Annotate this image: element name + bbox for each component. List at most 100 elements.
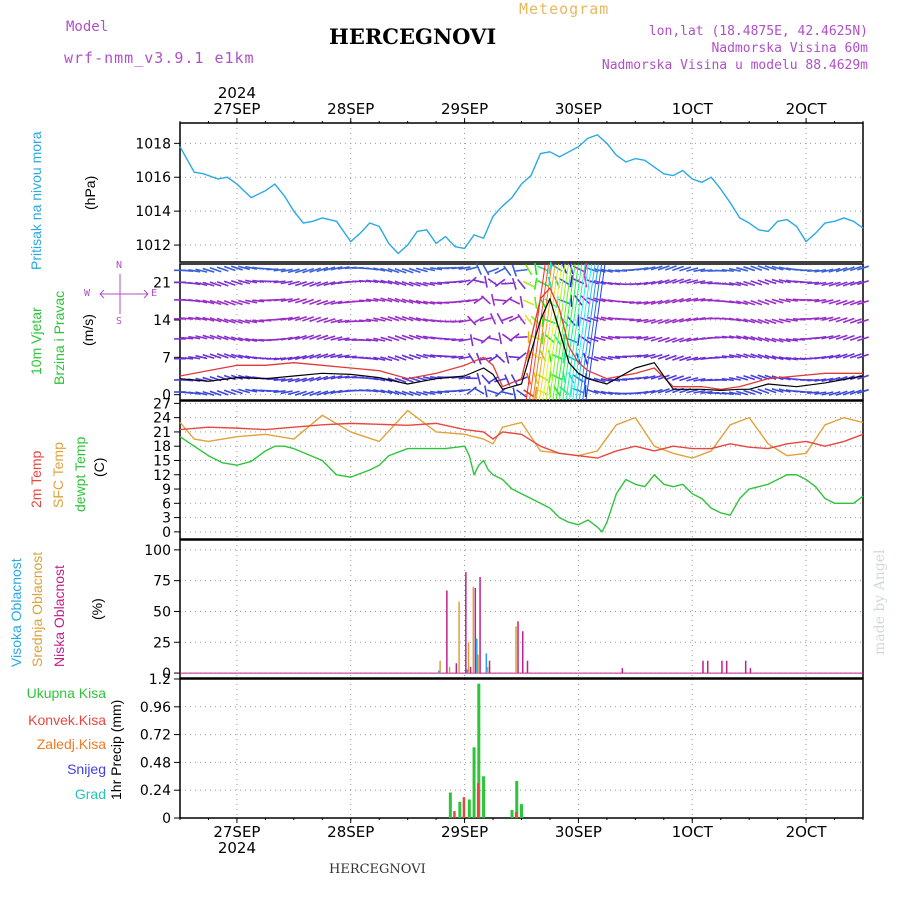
wind-arrow xyxy=(593,316,606,322)
wind-arrow xyxy=(401,334,414,341)
wind-arrow xyxy=(490,293,496,306)
wind-arrow xyxy=(245,337,258,342)
precip-legend-total: Ukupna Kisa xyxy=(26,685,106,701)
wind-arrow xyxy=(202,390,215,396)
wind-arrow xyxy=(517,278,526,290)
wind-arrow xyxy=(679,266,692,272)
wind-arrow xyxy=(657,279,670,285)
wind-arrow xyxy=(252,299,265,303)
wind-arrow xyxy=(302,354,314,360)
wind-arrow xyxy=(664,374,677,381)
wind-arrow xyxy=(415,317,428,323)
storm-hatch xyxy=(529,263,550,401)
wind-arrow xyxy=(394,268,407,274)
wind-arrow xyxy=(522,299,535,306)
wind-arrow xyxy=(216,390,229,396)
wind-arrow xyxy=(757,265,770,271)
y-tick-label: 3 xyxy=(162,511,171,527)
wind-arrow xyxy=(523,389,535,398)
wind-arrow xyxy=(230,280,243,286)
wind-arrow xyxy=(636,318,649,323)
wind-arrow xyxy=(643,318,656,324)
wind-arrow xyxy=(686,297,699,303)
dewpoint-line xyxy=(179,436,864,533)
wind-gust-line xyxy=(179,287,863,390)
wind-arrow xyxy=(484,385,488,398)
wind-arrow xyxy=(480,335,492,344)
wind-arrow xyxy=(686,337,699,342)
wind-arrow xyxy=(380,316,393,322)
y-tick-label: 0.24 xyxy=(140,783,171,799)
wind-arrow xyxy=(489,313,497,325)
wind-arrow xyxy=(771,278,784,284)
wind-arrow xyxy=(814,335,827,340)
cloud-low-bar xyxy=(526,660,529,674)
precip-total-bar xyxy=(482,776,486,818)
wind-arrow xyxy=(714,378,727,382)
y-tick-label: 0 xyxy=(162,525,171,541)
wind-arrow xyxy=(586,388,599,395)
wind-arrow xyxy=(373,337,386,342)
precip-legend-freezing: Zaledj.Kisa xyxy=(36,736,106,752)
y-tick-label: 9 xyxy=(162,482,171,498)
storm-hatch xyxy=(548,263,569,401)
wind-arrow xyxy=(721,391,734,396)
wind-arrow xyxy=(686,376,699,382)
wind-arrow xyxy=(547,276,553,289)
wind-arrow xyxy=(302,281,314,287)
wind-arrow xyxy=(700,390,713,394)
wind-arrow xyxy=(524,314,533,326)
y-tick-label: 0 xyxy=(162,811,171,827)
wind-arrow xyxy=(672,375,684,381)
wind-arrow xyxy=(380,336,393,342)
wind-arrow xyxy=(693,356,706,361)
compass-rose-icon xyxy=(99,274,149,314)
model-name: wrf-nmm_v3.9.1 e1km xyxy=(64,49,255,67)
wind-arrow xyxy=(316,266,329,273)
wind-arrow xyxy=(541,332,545,345)
wind-arrow xyxy=(750,388,763,395)
wind-arrow xyxy=(323,335,336,341)
wind-arrow xyxy=(857,280,869,286)
wind-arrow xyxy=(643,280,656,286)
wind-arrow xyxy=(842,317,855,324)
wind-arrow xyxy=(202,354,215,360)
wind-arrow xyxy=(216,334,229,341)
cloud-high-bar xyxy=(438,670,440,674)
wind-arrow xyxy=(693,297,706,302)
wind-arrow xyxy=(643,389,656,395)
wind-arrow xyxy=(842,389,855,396)
wind-arrow xyxy=(771,298,784,304)
wind-arrow xyxy=(828,390,841,396)
wind-arrow xyxy=(309,390,322,397)
temp-sfc-line xyxy=(179,409,864,459)
wind-arrow xyxy=(401,267,414,274)
elevation-label: Nadmorska Visina 60m xyxy=(711,41,868,56)
wind-arrow xyxy=(650,336,663,342)
wind-arrow xyxy=(494,298,507,302)
wind-arrow xyxy=(430,267,443,271)
wind-arrow xyxy=(600,280,613,286)
wind-arrow xyxy=(458,266,471,270)
wind-arrow xyxy=(728,317,741,322)
wind-arrow xyxy=(714,269,727,272)
wind-arrow xyxy=(664,298,677,305)
wind-arrow xyxy=(600,335,613,341)
wind-arrow xyxy=(657,336,670,343)
precip-total-bar xyxy=(515,780,519,818)
y-tick-label: 0.48 xyxy=(140,755,171,771)
wind-arrow xyxy=(778,318,791,323)
wind-arrow xyxy=(785,298,798,302)
wind-arrow xyxy=(600,316,613,321)
wind-arrow xyxy=(857,388,869,395)
storm-hatch xyxy=(558,263,579,401)
wind-arrow xyxy=(643,336,656,341)
x-tick-label-bottom: 27SEP xyxy=(213,823,260,841)
wind-arrow xyxy=(807,281,820,285)
wind-arrow xyxy=(387,297,400,303)
wind-arrow xyxy=(764,299,777,305)
wind-arrow xyxy=(458,279,471,284)
wind-arrow xyxy=(672,297,684,304)
wind-arrow xyxy=(188,335,201,340)
wind-arrow xyxy=(451,266,464,270)
